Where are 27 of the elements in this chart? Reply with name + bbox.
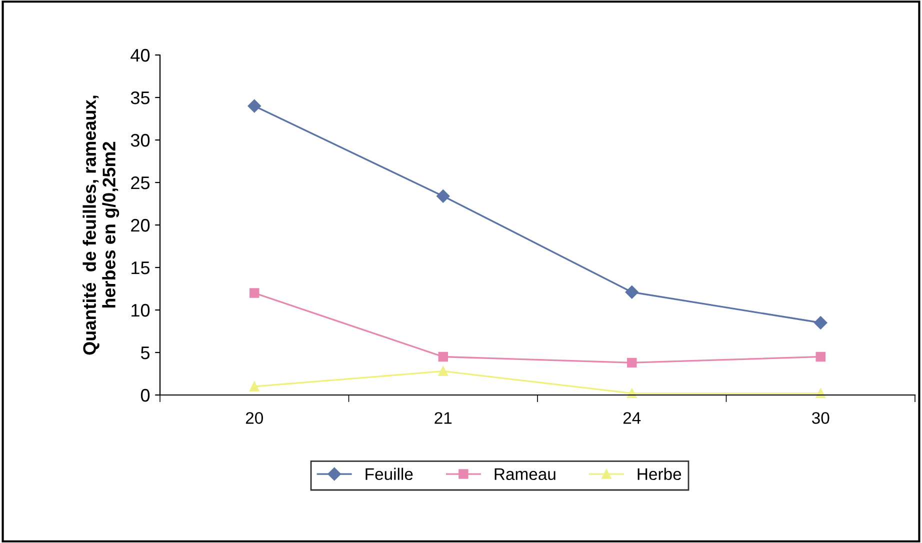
y-tick-label: 0	[140, 388, 150, 402]
point	[625, 286, 638, 299]
point	[438, 366, 448, 376]
x-tick-label: 20	[246, 412, 263, 424]
y-tick-label: 20	[131, 218, 150, 232]
point	[438, 352, 448, 362]
y-tick-label: 10	[132, 304, 150, 317]
y-tick-label: 5	[140, 346, 150, 360]
y-axis-title: Quantité de feuilles, rameaux, herbes en g/0,25m2	[82, 96, 120, 355]
y-tick-label: 15	[132, 262, 150, 274]
legend-label: Herbe	[638, 468, 682, 480]
point	[627, 358, 637, 368]
point	[436, 190, 450, 203]
y-tick-label: 30	[130, 134, 150, 147]
x-tick-label: 21	[434, 412, 452, 424]
y-tick-label: 35	[130, 91, 150, 104]
legend-label: Rameau	[494, 468, 556, 480]
point	[250, 288, 260, 298]
point	[248, 99, 261, 113]
point	[250, 382, 260, 392]
y-tick-label: 40	[130, 48, 150, 62]
x-tick-label: 24	[623, 412, 641, 424]
point	[814, 316, 828, 330]
legend-label: Feuille	[366, 468, 413, 480]
point	[816, 352, 826, 362]
x-tick-label: 30	[812, 412, 830, 424]
y-tick-label: 25	[131, 176, 150, 190]
